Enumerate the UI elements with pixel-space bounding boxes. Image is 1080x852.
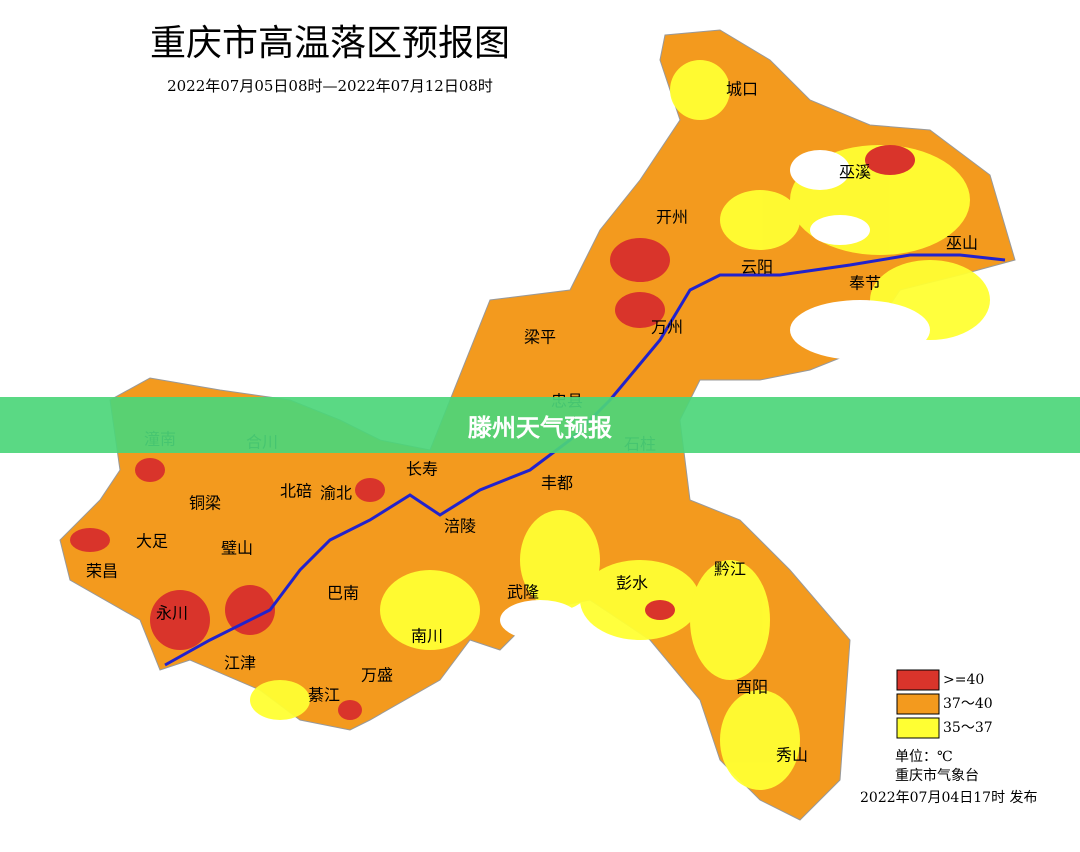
place-label: 巫山 <box>946 234 978 253</box>
place-label: 渝北 <box>320 484 352 503</box>
river <box>164 253 1006 667</box>
place-label: 黔江 <box>714 560 746 579</box>
place-label: 云阳 <box>741 258 773 277</box>
place-label: 开州 <box>656 208 688 227</box>
place-label: 南川 <box>411 627 443 646</box>
place-label: 北碚 <box>280 482 312 501</box>
place-label: 綦江 <box>308 686 340 705</box>
unit: 单位：℃ <box>895 749 953 765</box>
place-label: 城口 <box>726 80 758 99</box>
place-label: 秀山 <box>776 746 808 765</box>
place-label: 万州 <box>651 318 683 337</box>
place-label: 长寿 <box>406 460 438 479</box>
place-label: 大足 <box>136 532 168 551</box>
legend-swatch <box>896 717 940 739</box>
place-label: 丰都 <box>541 474 573 493</box>
banner: 滕州天气预报 <box>0 397 1080 453</box>
place-label: 武隆 <box>507 583 539 602</box>
legend-label: 35～37 <box>943 720 993 736</box>
place-label: 永川 <box>156 604 188 623</box>
place-label: 江津 <box>224 654 256 673</box>
place-label: 巫溪 <box>839 163 871 182</box>
yellow-zones <box>250 60 990 790</box>
title: 重庆市高温落区预报图 <box>150 23 510 64</box>
legend-label: >=40 <box>943 672 984 688</box>
white-zones <box>500 150 930 640</box>
place-label: 巴南 <box>327 584 359 603</box>
place-label: 璧山 <box>221 539 253 558</box>
place-label: 梁平 <box>524 328 556 347</box>
red-zones <box>70 145 915 720</box>
place-label: 铜梁 <box>189 494 221 513</box>
place-label: 万盛 <box>361 666 393 685</box>
place-label: 酉阳 <box>736 678 768 697</box>
legend-swatch <box>896 669 940 691</box>
place-label: 涪陵 <box>444 517 476 536</box>
legend-label: 37～40 <box>943 696 993 712</box>
place-label: 荣昌 <box>86 562 118 581</box>
legend-swatch <box>896 693 940 715</box>
place-label: 彭水 <box>616 574 648 593</box>
issuer: 重庆市气象台 <box>895 767 979 784</box>
issued-time: 2022年07月04日17时 发布 <box>860 790 1038 806</box>
place-label: 奉节 <box>849 274 881 293</box>
subtitle: 2022年07月05日08时—2022年07月12日08时 <box>167 77 493 95</box>
legend: >=40 37～40 35～37 单位：℃ 重庆市气象台 2022年07月04日… <box>860 669 1038 806</box>
